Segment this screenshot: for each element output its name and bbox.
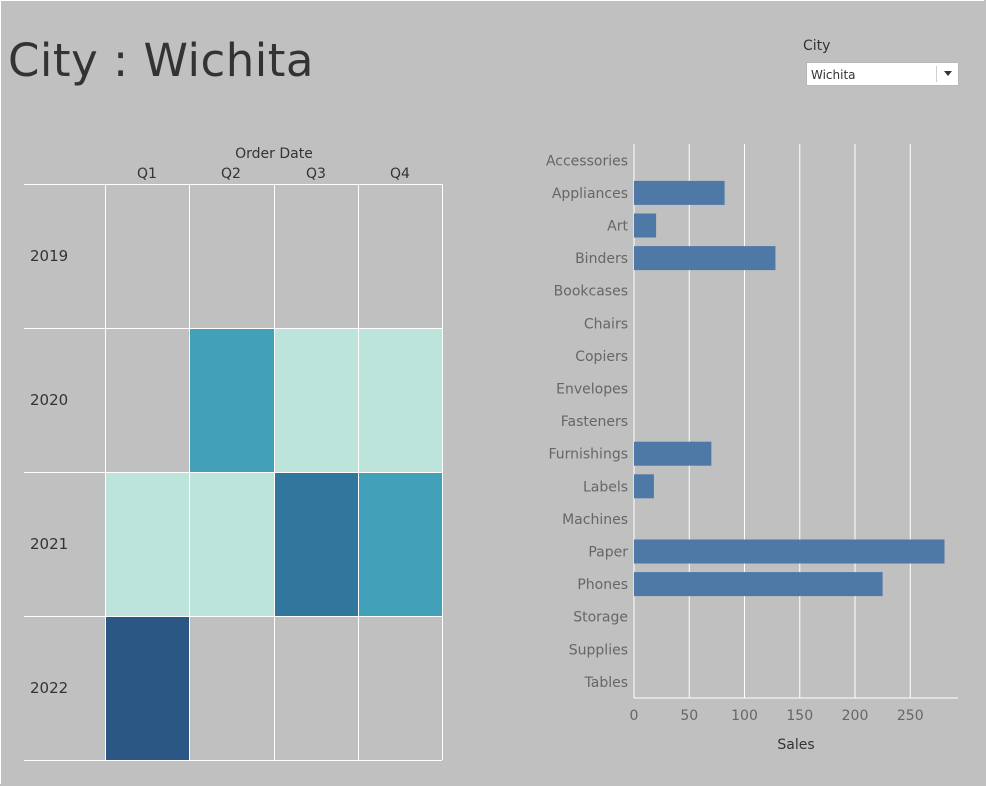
city-filter-label: City xyxy=(803,38,831,54)
heatmap-cell-2021-q4[interactable] xyxy=(358,472,442,616)
bar-category-label-art: Art xyxy=(607,219,628,235)
heatmap-cell-2019-q1[interactable] xyxy=(105,184,189,328)
heatmap-cell-2019-q3[interactable] xyxy=(274,184,358,328)
bar-category-label-storage: Storage xyxy=(573,610,628,626)
heatmap-cell-2020-q2[interactable] xyxy=(189,328,274,472)
heatmap-horizontal-gridline xyxy=(24,472,442,473)
heatmap-cell-2021-q2[interactable] xyxy=(189,472,274,616)
bar-category-label-chairs: Chairs xyxy=(584,316,628,332)
bar-category-label-accessories: Accessories xyxy=(546,153,628,169)
heatmap-horizontal-gridline xyxy=(24,760,442,761)
bar-category-label-furnishings: Furnishings xyxy=(548,447,628,463)
bar-category-label-paper: Paper xyxy=(588,545,628,561)
chevron-down-icon[interactable] xyxy=(944,71,952,76)
x-tick-label-0: 0 xyxy=(630,708,639,724)
page-title: City : Wichita xyxy=(8,34,314,87)
bar-furnishings[interactable] xyxy=(634,441,712,466)
heatmap-cell-2022-q3[interactable] xyxy=(274,616,358,760)
x-tick-label-50: 50 xyxy=(680,708,698,724)
bar-category-label-bookcases: Bookcases xyxy=(554,284,628,300)
heatmap-cell-2021-q1[interactable] xyxy=(105,472,189,616)
heatmap-cell-2019-q4[interactable] xyxy=(358,184,442,328)
x-tick-label-100: 100 xyxy=(731,708,758,724)
heatmap-column-group-title: Order Date xyxy=(235,146,313,162)
heatmap-column-header-q2: Q2 xyxy=(221,166,241,182)
bar-category-label-copiers: Copiers xyxy=(575,349,628,365)
heatmap-row-header-2022: 2022 xyxy=(30,679,69,697)
heatmap-horizontal-gridline xyxy=(24,184,442,185)
bar-appliances[interactable] xyxy=(634,180,725,205)
bar-paper[interactable] xyxy=(634,539,945,564)
bar-category-label-tables: Tables xyxy=(584,675,629,691)
x-tick-label-250: 250 xyxy=(897,708,924,724)
heatmap-cell-2021-q3[interactable] xyxy=(274,472,358,616)
bar-category-label-supplies: Supplies xyxy=(569,642,628,658)
heatmap-horizontal-gridline xyxy=(24,616,442,617)
heatmap-column-header-q1: Q1 xyxy=(137,166,157,182)
bar-category-label-labels: Labels xyxy=(583,479,628,495)
heatmap-cell-2020-q3[interactable] xyxy=(274,328,358,472)
heatmap-cell-2022-q4[interactable] xyxy=(358,616,442,760)
heatmap-cell-2019-q2[interactable] xyxy=(189,184,274,328)
bar-category-label-phones: Phones xyxy=(577,577,628,593)
bar-art[interactable] xyxy=(634,213,657,238)
x-tick-label-200: 200 xyxy=(842,708,869,724)
x-tick-label-150: 150 xyxy=(786,708,813,724)
sales-bar-chart: Accessories Appliances Art Binders Bookcases… xyxy=(546,144,958,753)
heatmap-row-header-2019: 2019 xyxy=(30,247,69,265)
heatmap-column-header-q4: Q4 xyxy=(390,166,410,182)
dropdown-separator xyxy=(936,66,937,82)
heatmap-cell-2020-q1[interactable] xyxy=(105,328,189,472)
bar-category-label-fasteners: Fasteners xyxy=(561,414,628,430)
heatmap-vertical-gridline xyxy=(442,184,443,760)
bar-category-label-appliances: Appliances xyxy=(552,186,628,202)
bar-labels[interactable] xyxy=(634,474,654,499)
heatmap-cell-2022-q1[interactable] xyxy=(105,616,189,760)
heatmap-cell-2020-q4[interactable] xyxy=(358,328,442,472)
heatmap-row-header-2021: 2021 xyxy=(30,535,69,553)
bar-binders[interactable] xyxy=(634,246,776,271)
bar-category-label-machines: Machines xyxy=(562,512,628,528)
heatmap-cell-2022-q2[interactable] xyxy=(189,616,274,760)
city-filter-value: Wichita xyxy=(811,68,856,82)
heatmap-row-header-2020: 2020 xyxy=(30,391,69,409)
city-filter-dropdown[interactable]: Wichita xyxy=(806,62,959,86)
x-axis-title: Sales xyxy=(777,737,814,753)
bar-category-label-envelopes: Envelopes xyxy=(556,382,628,398)
bar-phones[interactable] xyxy=(634,572,883,597)
heatmap-column-header-q3: Q3 xyxy=(306,166,326,182)
heatmap-horizontal-gridline xyxy=(24,328,442,329)
bar-category-label-binders: Binders xyxy=(575,251,628,267)
